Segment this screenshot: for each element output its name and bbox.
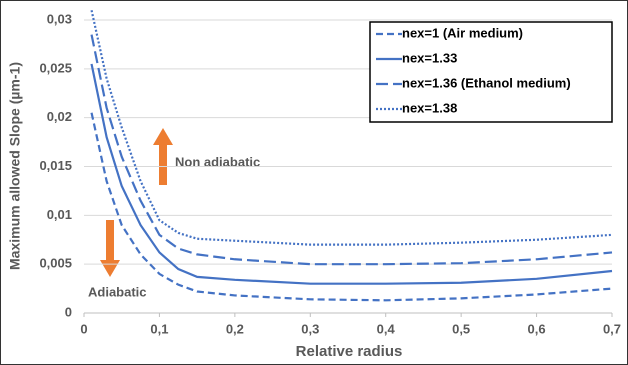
annotation: Non adiabatic: [175, 154, 260, 169]
x-tick-label: 0,6: [528, 321, 546, 336]
y-axis-title: Maximum allowed Slope (µm-1): [7, 62, 23, 270]
y-tick-label: 0,01: [47, 207, 72, 222]
x-tick-label: 0,4: [377, 321, 396, 336]
x-tick-label: 0,5: [452, 321, 470, 336]
series-line: [90, 34, 613, 266]
arrow-up: [153, 128, 173, 185]
x-tick-label: 0,7: [603, 321, 621, 336]
y-tick-label: 0,02: [47, 109, 72, 124]
legend-box: [369, 21, 613, 123]
series-line: [90, 112, 613, 302]
legend-label: nex=1.33: [402, 50, 457, 65]
annotation: Adiabatic: [88, 284, 147, 299]
y-tick-label: 0,025: [39, 60, 72, 75]
legend-label: nex=1.38: [402, 100, 457, 115]
y-tick-label: 0,015: [39, 158, 72, 173]
x-tick-label: 0,2: [226, 321, 244, 336]
series-line: [90, 63, 613, 285]
legend-label: nex=1 (Air medium): [402, 25, 523, 40]
y-tick-label: 0: [65, 304, 72, 319]
y-tick-label: 0,005: [39, 256, 72, 271]
y-tick-label: 0,03: [47, 11, 72, 26]
x-axis-title: Relative radius: [296, 343, 403, 360]
x-tick-label: 0: [80, 321, 87, 336]
legend-label: nex=1.36 (Ethanol medium): [402, 75, 571, 90]
arrow-down: [100, 220, 120, 277]
x-tick-label: 0,3: [301, 321, 319, 336]
x-tick-label: 0,1: [150, 321, 168, 336]
series-line: [90, 9, 613, 246]
